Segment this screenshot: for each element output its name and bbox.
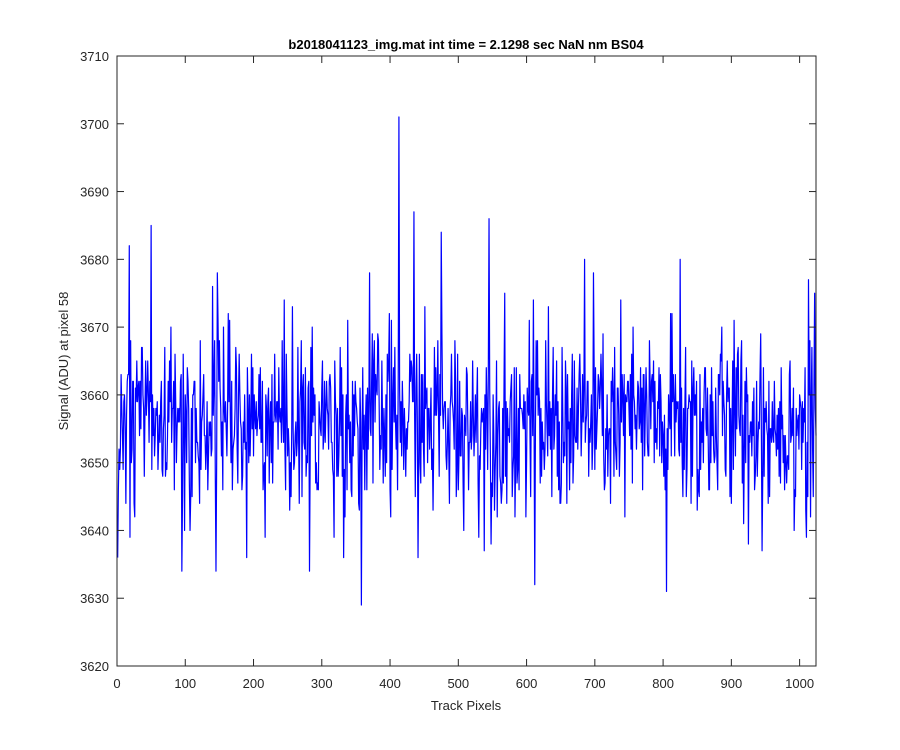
x-axis-label: Track Pixels [431, 698, 502, 713]
x-tick-label: 800 [652, 676, 674, 691]
y-tick-label: 3660 [80, 388, 109, 403]
y-tick-label: 3690 [80, 185, 109, 200]
x-tick-label: 300 [311, 676, 333, 691]
plot-area [116, 55, 817, 667]
x-tick-label: 400 [379, 676, 401, 691]
x-tick-label: 900 [721, 676, 743, 691]
y-tick-label: 3620 [80, 659, 109, 674]
y-tick-label: 3630 [80, 591, 109, 606]
chart-title: b2018041123_img.mat int time = 2.1298 se… [288, 37, 644, 52]
y-tick-label: 3640 [80, 523, 109, 538]
y-tick-label: 3680 [80, 252, 109, 267]
x-axis-ticks: 0 100 200 300 400 500 600 700 800 900 1000 [113, 56, 814, 691]
axes-background [117, 56, 816, 666]
y-tick-label: 3700 [80, 117, 109, 132]
y-tick-label: 3650 [80, 456, 109, 471]
y-axis-label: Signal (ADU) at pixel 58 [56, 292, 71, 431]
axes-box [116, 55, 817, 667]
y-tick-label: 3710 [80, 49, 109, 64]
series-layer [117, 116, 817, 606]
y-axis-ticks: 3620 3630 3640 3650 3660 3670 3680 3690 3700 3710 [80, 49, 816, 674]
x-tick-label: 600 [516, 676, 538, 691]
x-tick-label: 500 [447, 676, 469, 691]
x-tick-label: 700 [584, 676, 606, 691]
signal-series-line [117, 116, 817, 606]
y-tick-label: 3670 [80, 320, 109, 335]
x-tick-label: 200 [243, 676, 265, 691]
x-tick-label: 0 [113, 676, 120, 691]
x-tick-label: 100 [174, 676, 196, 691]
x-tick-label: 1000 [785, 676, 814, 691]
